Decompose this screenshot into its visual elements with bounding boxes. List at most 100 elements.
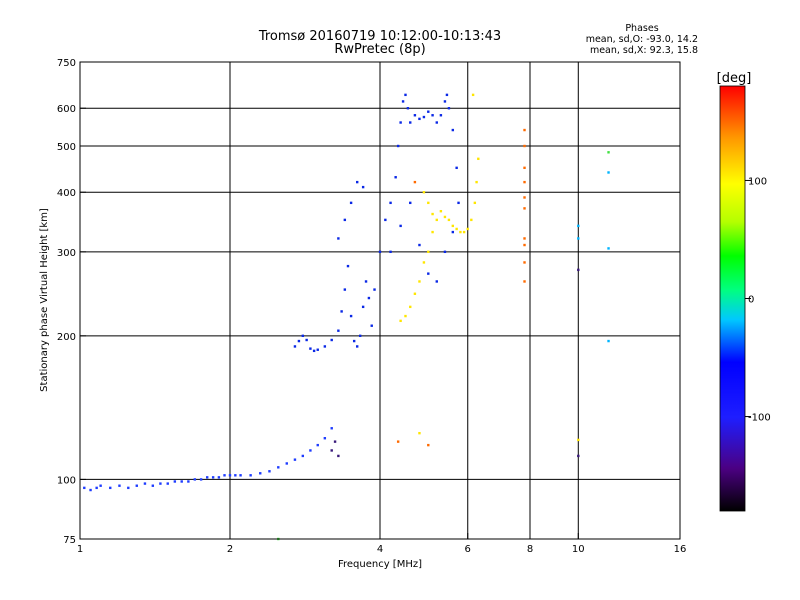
data-point bbox=[330, 338, 333, 342]
y-tick-label: 600 bbox=[57, 104, 76, 115]
data-point bbox=[349, 201, 353, 205]
data-point bbox=[413, 114, 417, 117]
stats-title: Phases bbox=[625, 23, 658, 34]
data-point bbox=[523, 237, 526, 240]
data-point bbox=[427, 201, 430, 205]
data-point bbox=[455, 227, 458, 231]
data-point bbox=[180, 480, 183, 483]
data-point bbox=[330, 427, 333, 430]
data-point bbox=[396, 440, 400, 443]
data-point bbox=[355, 180, 359, 184]
data-point bbox=[173, 480, 177, 483]
x-tick-label: 16 bbox=[674, 544, 687, 555]
data-point bbox=[118, 484, 121, 487]
data-point bbox=[523, 207, 526, 210]
y-axis-ticks: 75 100 200 300 400 500 600 750 bbox=[57, 58, 86, 546]
data-point bbox=[135, 484, 138, 487]
data-point bbox=[293, 458, 297, 461]
data-point bbox=[159, 482, 162, 485]
data-point bbox=[143, 482, 147, 485]
data-point bbox=[384, 218, 387, 222]
data-point bbox=[577, 237, 580, 240]
data-point bbox=[422, 191, 426, 194]
data-point bbox=[427, 250, 430, 254]
data-point bbox=[343, 288, 347, 291]
data-point bbox=[409, 121, 412, 124]
y-tick-label: 400 bbox=[57, 188, 76, 199]
data-point bbox=[607, 171, 610, 174]
y-tick-label: 200 bbox=[57, 332, 76, 343]
data-point bbox=[577, 454, 580, 458]
data-point bbox=[323, 345, 327, 348]
colorbar: [deg] 100 0 -100 bbox=[717, 71, 771, 512]
data-point bbox=[577, 438, 580, 442]
data-point bbox=[277, 466, 280, 469]
data-point bbox=[431, 114, 434, 117]
data-point bbox=[89, 488, 92, 492]
data-point bbox=[259, 472, 262, 475]
data-point bbox=[451, 230, 455, 234]
data-point bbox=[409, 201, 412, 205]
data-point bbox=[355, 345, 359, 348]
data-point bbox=[285, 462, 288, 465]
data-point bbox=[435, 218, 438, 222]
data-point bbox=[471, 93, 475, 97]
data-point bbox=[418, 280, 421, 283]
data-point bbox=[404, 93, 407, 97]
data-point bbox=[443, 215, 447, 219]
data-point bbox=[378, 250, 382, 254]
x-axis-label: Frequency [MHz] bbox=[338, 559, 422, 570]
data-point bbox=[418, 243, 421, 247]
data-points bbox=[83, 93, 610, 541]
data-point bbox=[457, 201, 460, 205]
stats-line-x: mean, sd,X: 92.3, 15.8 bbox=[590, 45, 698, 56]
colorbar-tick-label: 100 bbox=[748, 176, 767, 187]
data-point bbox=[459, 230, 462, 234]
data-point bbox=[305, 338, 308, 342]
data-point bbox=[451, 224, 455, 228]
data-point bbox=[401, 100, 405, 103]
y-tick-label: 300 bbox=[57, 248, 76, 259]
data-point bbox=[205, 476, 209, 479]
colorbar-gradient bbox=[719, 85, 746, 512]
data-point bbox=[297, 339, 301, 343]
data-point bbox=[95, 486, 98, 490]
data-point bbox=[523, 243, 526, 247]
data-point bbox=[389, 250, 392, 254]
data-point bbox=[166, 482, 169, 485]
data-point bbox=[389, 201, 392, 205]
data-point bbox=[427, 443, 430, 447]
data-point bbox=[346, 264, 350, 268]
data-point bbox=[470, 218, 473, 222]
chart-subtitle: RwPretec (8p) bbox=[334, 42, 425, 57]
data-point bbox=[462, 230, 466, 234]
data-point bbox=[473, 201, 477, 205]
colorbar-label: [deg] bbox=[717, 71, 752, 86]
data-point bbox=[99, 484, 102, 487]
data-point bbox=[409, 305, 412, 309]
data-point bbox=[523, 128, 526, 132]
data-point bbox=[330, 449, 333, 452]
data-point bbox=[109, 486, 112, 490]
data-point bbox=[228, 474, 232, 477]
data-point bbox=[422, 261, 426, 264]
data-point bbox=[234, 474, 237, 477]
data-point bbox=[309, 347, 312, 350]
data-point bbox=[301, 334, 305, 338]
data-point bbox=[396, 144, 400, 148]
data-point bbox=[607, 247, 610, 250]
data-point bbox=[312, 349, 316, 353]
data-point bbox=[373, 288, 376, 291]
data-point bbox=[439, 114, 443, 117]
data-point bbox=[523, 280, 526, 283]
data-point bbox=[439, 209, 443, 213]
x-tick-label: 2 bbox=[227, 544, 233, 555]
data-point bbox=[370, 324, 373, 327]
data-point bbox=[367, 296, 371, 300]
data-point bbox=[358, 334, 362, 338]
data-point bbox=[431, 230, 434, 234]
y-axis-label: Stationary phase Virtual Height [km] bbox=[39, 208, 50, 392]
data-point bbox=[83, 486, 86, 490]
x-tick-label: 4 bbox=[377, 544, 383, 555]
